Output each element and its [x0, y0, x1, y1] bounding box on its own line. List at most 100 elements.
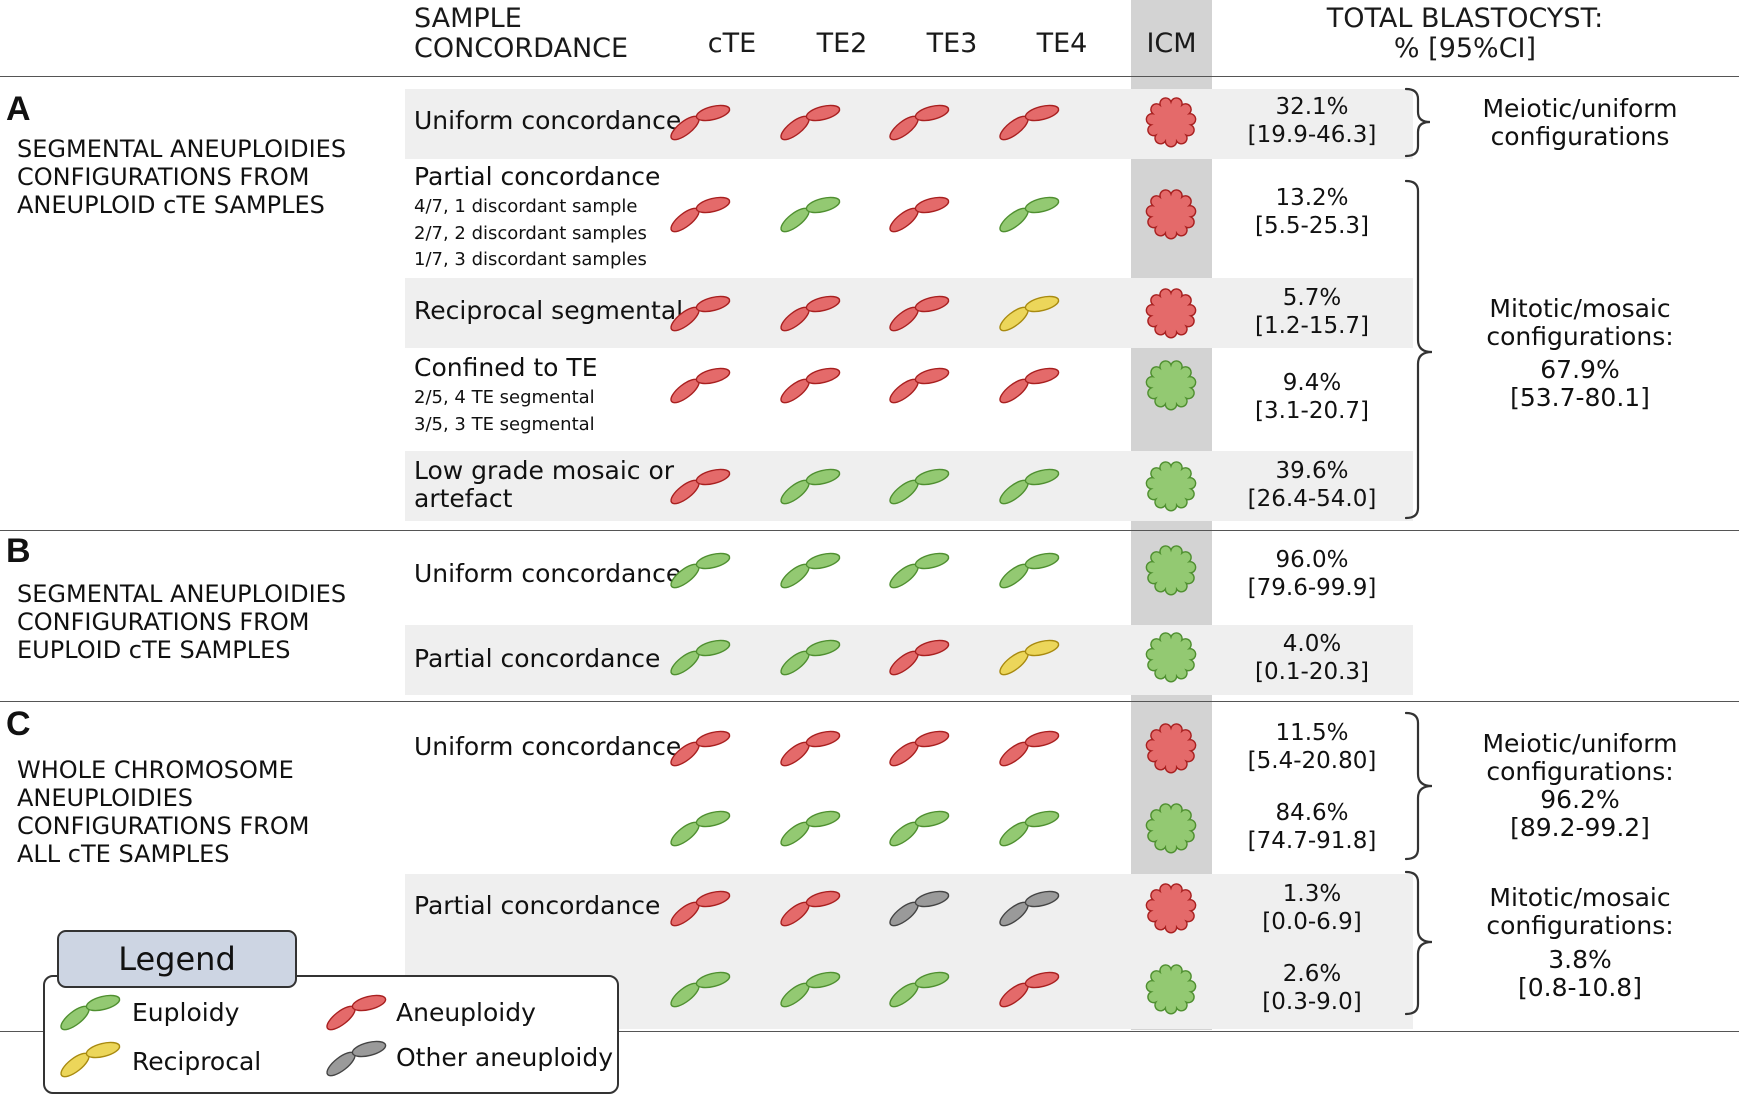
icm-euploidy-icon [1145, 461, 1197, 512]
icm-aneuploidy-icon [1145, 883, 1197, 934]
chromosome-aneuploidy-icon [999, 730, 1060, 767]
chromosome-aneuploidy-icon [780, 367, 841, 404]
stat-a-low-grade-ci: [26.4-54.0] [1247, 486, 1377, 512]
stat-b-uniform-pct: 96.0% [1275, 547, 1349, 573]
a-meiotic-l2: configurations [1490, 122, 1670, 151]
icm-aneuploidy-icon [1145, 723, 1197, 774]
header-sample-concordance: SAMPLE CONCORDANCE [414, 4, 628, 64]
chromosome-euploidy-icon [999, 196, 1060, 233]
row-a-confined-sub1: 2/5, 4 TE segmental [414, 387, 595, 408]
section-a-title: SEGMENTAL ANEUPLOIDIES CONFIGURATIONS FR… [17, 135, 417, 219]
row-a-partial-sub2: 2/7, 2 discordant samples [414, 222, 647, 244]
row-a-reciprocal-label: Reciprocal segmental [414, 296, 684, 325]
section-c-title-l4: ALL cTE SAMPLES [17, 840, 230, 868]
chromosome-euploidy-icon [999, 468, 1060, 505]
stat-c-uniform-1-ci: [5.4-20.80] [1247, 748, 1377, 774]
section-b-title: SEGMENTAL ANEUPLOIDIES CONFIGURATIONS FR… [17, 580, 417, 664]
chromosome-other-icon [889, 890, 950, 927]
brace-a-mitotic [1405, 179, 1433, 520]
section-divider-ab [0, 530, 1739, 531]
chromosome-euploidy-icon [780, 468, 841, 505]
chromosome-aneuploidy-icon [670, 890, 731, 927]
stat-a-reciprocal: 5.7% [1.2-15.7] [1212, 284, 1412, 340]
section-a-title-l3: ANEUPLOID cTE SAMPLES [17, 191, 325, 219]
icm-aneuploidy-icon [1145, 288, 1197, 339]
chromosome-euploidy-icon [670, 810, 731, 847]
chromosome-euploidy-icon [889, 971, 950, 1008]
legend-box [43, 975, 619, 1094]
legend-euploidy-icon [60, 994, 121, 1031]
legend-aneuploidy-icon [326, 994, 387, 1031]
icm-euploidy-icon [1145, 803, 1197, 854]
chromosome-aneuploidy-icon [999, 104, 1060, 141]
chromosome-aneuploidy-icon [889, 295, 950, 332]
row-c-uniform-label: Uniform concordance [414, 732, 682, 761]
stat-a-partial-pct: 13.2% [1275, 185, 1349, 211]
section-b-title-l1: SEGMENTAL ANEUPLOIDIES [17, 580, 347, 608]
chromosome-euploidy-icon [780, 552, 841, 589]
stat-c-uniform-2-ci: [74.7-91.8] [1247, 828, 1377, 854]
icm-euploidy-icon [1145, 632, 1197, 683]
chromosome-euploidy-icon [999, 552, 1060, 589]
chromosome-aneuploidy-icon [889, 730, 950, 767]
section-a-letter: A [6, 90, 31, 128]
legend-label-euploidy: Euploidy [132, 998, 240, 1027]
section-c-title-l3: CONFIGURATIONS FROM [17, 812, 310, 840]
a-mitotic-ci: [53.7-80.1] [1510, 383, 1650, 412]
row-a-partial-label: Partial concordance [414, 162, 661, 191]
stat-a-low-grade-pct: 39.6% [1275, 458, 1349, 484]
brace-a-meiotic [1405, 87, 1431, 158]
legend-label-reciprocal: Reciprocal [132, 1047, 262, 1076]
section-c-title: WHOLE CHROMOSOME ANEUPLOIDIES CONFIGURAT… [17, 756, 417, 868]
stat-a-partial-ci: [5.5-25.3] [1254, 213, 1370, 239]
stat-a-partial: 13.2% [5.5-25.3] [1212, 184, 1412, 240]
row-a-partial-sub: 4/7, 1 discordant sample 2/7, 2 discorda… [414, 194, 647, 274]
row-a-partial-sub3: 1/7, 3 discordant samples [414, 249, 647, 270]
row-a-uniform-label: Uniform concordance [414, 106, 682, 135]
chromosome-reciprocal-icon [999, 639, 1060, 676]
chromosome-aneuploidy-icon [780, 295, 841, 332]
chromosome-aneuploidy-icon [670, 468, 731, 505]
row-a-confined-sub2: 3/5, 3 TE segmental [414, 413, 595, 435]
header-total-l2: % [95%CI] [1393, 33, 1537, 64]
header-sample-concordance-l2: CONCORDANCE [414, 33, 629, 64]
row-a-partial-sub1: 4/7, 1 discordant sample [414, 196, 638, 217]
chromosome-reciprocal-icon [999, 295, 1060, 332]
chromosome-euploidy-icon [889, 468, 950, 505]
section-b-letter: B [6, 532, 31, 570]
chromosome-euploidy-icon [670, 971, 731, 1008]
icm-aneuploidy-icon [1145, 97, 1197, 148]
c-mitotic-ci: [0.8-10.8] [1518, 973, 1642, 1002]
row-b-partial-label: Partial concordance [414, 644, 661, 673]
icm-euploidy-icon [1145, 545, 1197, 596]
header-col-te2: TE2 [816, 28, 868, 59]
icm-euploidy-icon [1145, 360, 1197, 411]
stat-a-confined-pct: 9.4% [1282, 370, 1342, 396]
chromosome-euploidy-icon [889, 810, 950, 847]
chromosome-euploidy-icon [780, 971, 841, 1008]
c-mitotic-l2: configurations: [1486, 911, 1674, 940]
row-a-low-grade-label-l2: artefact [414, 484, 513, 513]
a-meiotic-l1: Meiotic/uniform [1482, 94, 1678, 123]
chromosome-aneuploidy-icon [670, 104, 731, 141]
chromosome-euploidy-icon [999, 810, 1060, 847]
stat-a-uniform-ci: [19.9-46.3] [1247, 122, 1377, 148]
chromosome-aneuploidy-icon [889, 104, 950, 141]
chromosome-aneuploidy-icon [670, 295, 731, 332]
chromosome-euploidy-icon [780, 196, 841, 233]
stat-c-partial-2: 2.6% [0.3-9.0] [1212, 960, 1412, 1016]
section-b-title-l3: EUPLOID cTE SAMPLES [17, 636, 291, 664]
stat-c-partial-1-pct: 1.3% [1282, 881, 1342, 907]
chromosome-euploidy-icon [670, 552, 731, 589]
stat-c-uniform-1-pct: 11.5% [1275, 720, 1349, 746]
brace-c-meiotic [1405, 711, 1433, 861]
c-meiotic-l2: configurations: [1486, 757, 1674, 786]
header-divider [0, 76, 1739, 77]
chromosome-aneuploidy-icon [670, 196, 731, 233]
c-meiotic-ci: [89.2-99.2] [1510, 813, 1650, 842]
chromosome-euploidy-icon [889, 552, 950, 589]
header-col-te4: TE4 [1036, 28, 1088, 59]
section-c-title-l1: WHOLE CHROMOSOME [17, 756, 294, 784]
header-total-l1: TOTAL BLASTOCYST: [1326, 3, 1604, 34]
a-mitotic-pct: 67.9% [1540, 355, 1620, 384]
